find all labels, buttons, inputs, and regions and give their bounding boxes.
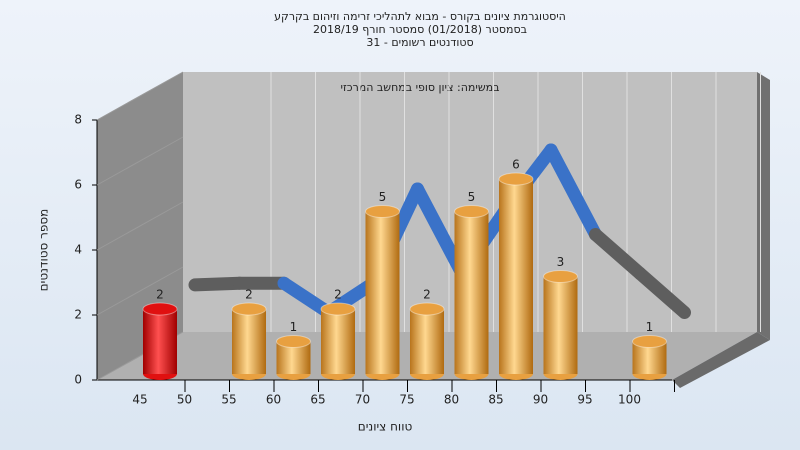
data-label: 1 — [290, 320, 298, 334]
bar — [365, 211, 400, 374]
bar — [410, 309, 444, 374]
x-tick-label: 70 — [355, 393, 370, 407]
bar — [543, 276, 578, 374]
grid-line — [96, 201, 184, 251]
grid-line — [96, 71, 184, 121]
bar-top — [454, 205, 489, 218]
x-tick-label: 65 — [310, 393, 325, 407]
title-line: בסמסטר (01/2018) סמסטר חורף 2018/19 — [313, 23, 527, 36]
curve-segment — [589, 228, 647, 280]
data-label: 5 — [379, 190, 387, 204]
bar-top — [365, 205, 400, 218]
bar-top — [409, 302, 445, 316]
x-tick-label: 100 — [618, 393, 641, 407]
x-axis-label: טווח ציונים — [358, 420, 413, 434]
y-tick-label: 8 — [74, 113, 82, 127]
back-wall — [183, 72, 757, 332]
x-tick-label: 60 — [266, 393, 281, 407]
x-tick-label: 55 — [221, 393, 236, 407]
curve-segment — [633, 267, 691, 319]
x-tick-label: 45 — [132, 393, 147, 407]
bar-top — [276, 335, 311, 348]
bar — [454, 211, 489, 374]
data-label: 5 — [468, 190, 476, 204]
bar — [232, 309, 266, 374]
data-label: 2 — [245, 288, 253, 302]
y-tick-label: 4 — [74, 243, 82, 257]
x-tick-label: 75 — [399, 393, 414, 407]
grid-line — [96, 136, 184, 186]
title-line: סטודנטים רשומים - 31 — [366, 36, 473, 49]
data-label: 3 — [557, 255, 565, 269]
bar-top — [632, 335, 667, 348]
y-tick-label: 6 — [74, 178, 82, 192]
grid-line — [96, 266, 184, 316]
bar-top — [543, 270, 578, 283]
bar-top — [231, 302, 267, 316]
data-label: 1 — [646, 320, 654, 334]
y-axis-label: מספר סטודנטים — [37, 209, 51, 292]
y-tick-label: 2 — [74, 308, 82, 322]
x-tick-label: 90 — [533, 393, 548, 407]
right-edge — [757, 72, 770, 340]
subtitle: במשימה: ציון סופי במחשב המרכזי — [340, 81, 499, 94]
x-tick-label: 80 — [444, 393, 459, 407]
bar — [321, 309, 355, 374]
data-label: 2 — [334, 288, 342, 302]
data-label: 2 — [423, 288, 431, 302]
floor-edge — [672, 332, 770, 388]
bar-top — [142, 302, 178, 316]
curve-segment — [544, 143, 602, 241]
curve-segment — [277, 276, 335, 319]
data-label: 6 — [512, 158, 520, 172]
curve-segment — [188, 276, 246, 292]
bar — [143, 309, 177, 374]
title-line: היסטוגרמת ציונים בקורס - מבוא לתהליכי זר… — [274, 10, 566, 23]
bar-top — [498, 172, 534, 186]
bar-top — [320, 302, 356, 316]
x-tick-label: 95 — [577, 393, 592, 407]
y-tick-label: 0 — [74, 373, 82, 387]
x-tick-label: 50 — [177, 393, 192, 407]
x-tick-label: 85 — [488, 393, 503, 407]
data-label: 2 — [156, 288, 164, 302]
title: היסטוגרמת ציונים בקורס - מבוא לתהליכי זר… — [274, 10, 566, 49]
bar — [499, 179, 533, 374]
